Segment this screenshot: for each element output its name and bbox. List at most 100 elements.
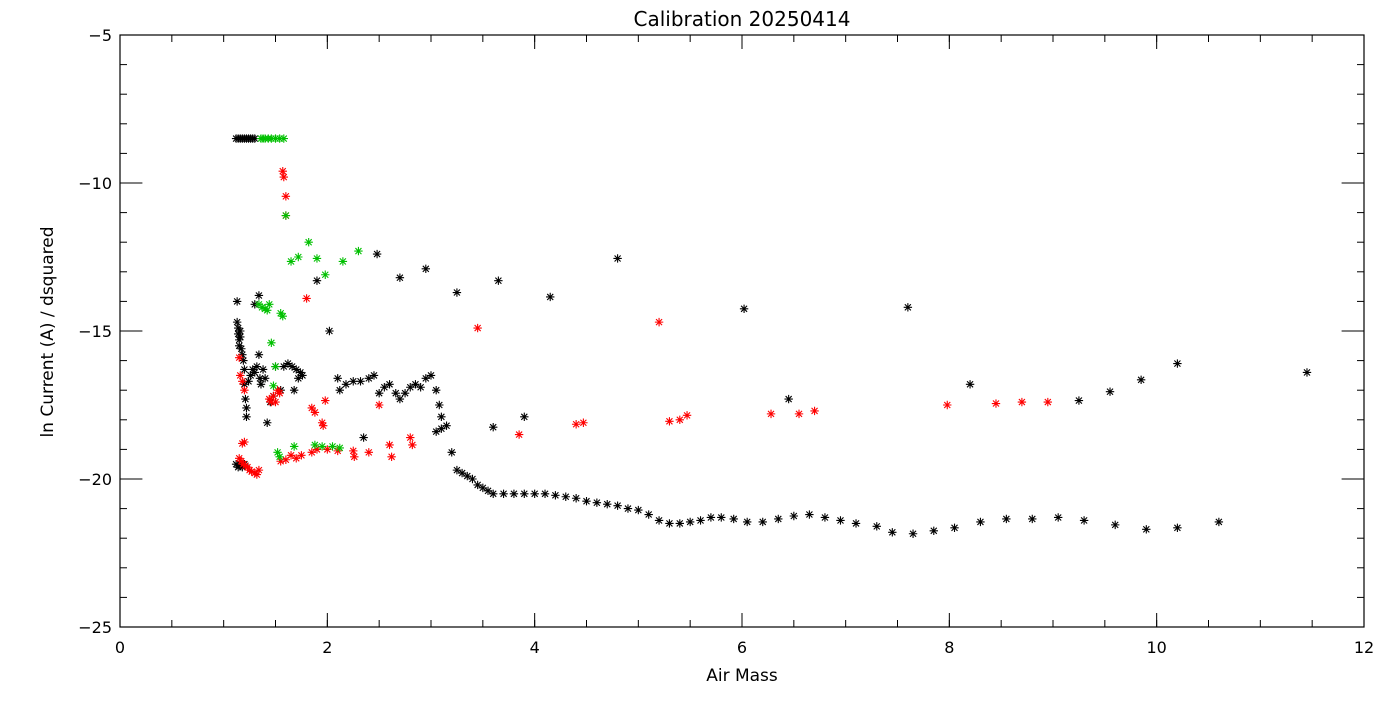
x-tick-label: 10 [1146,638,1166,657]
data-point-series-1 [359,433,368,442]
data-point-series-1 [312,276,322,285]
data-point-series-1 [431,427,441,436]
data-point-series-1 [255,374,265,383]
data-point-series-1 [233,329,243,339]
x-tick-label: 2 [322,638,332,657]
data-point-series-2 [302,294,311,303]
data-point-series-1 [888,528,897,537]
data-point-series-1 [279,362,288,371]
data-point-series-1 [254,350,264,359]
data-point-series-2 [276,457,285,466]
data-point-series-1 [623,504,633,513]
data-point-series-1 [356,377,365,386]
data-point-series-1 [406,383,415,392]
data-point-series-1 [509,489,519,498]
data-point-series-2 [571,420,581,429]
x-tick-label: 6 [737,638,747,657]
data-point-series-2 [323,445,332,454]
data-point-series-1 [520,412,529,422]
data-point-series-1 [473,480,482,490]
data-point-series-3 [335,443,344,453]
data-point-series-1 [294,374,303,383]
data-point-series-3 [276,309,285,318]
plot-axes [119,34,1365,628]
y-tick-label: −15 [78,322,112,341]
data-point-series-1 [421,374,431,383]
data-point-series-2 [1017,397,1027,407]
data-point-series-1 [369,371,379,380]
data-point-series-1 [435,400,444,410]
data-point-series-1 [706,513,716,522]
data-point-series-1 [644,510,653,519]
data-point-series-1 [530,489,539,498]
data-point-series-2 [350,452,359,461]
data-point-series-1 [1142,525,1151,534]
data-point-series-1 [546,292,555,302]
data-point-series-1 [929,526,938,535]
data-point-series-1 [349,377,358,386]
data-point-series-1 [400,388,410,398]
data-point-series-1 [246,371,255,380]
data-point-series-2 [682,411,692,420]
y-tick-label: −25 [78,618,112,637]
data-point-series-1 [263,418,272,427]
data-point-series-1 [235,335,244,345]
tick-labels: 0 2 4 6 8 10 12 −25 −20 −15 −10 −5 [78,26,1374,657]
data-point-series-1 [478,483,488,493]
data-point-series-1 [232,317,242,327]
data-point-series-3 [257,303,267,312]
data-point-series-1 [240,380,249,389]
data-point-series-2 [254,465,264,475]
data-point-series-1 [1111,520,1120,530]
data-point-series-2 [240,386,249,395]
data-point-series-1 [391,388,400,398]
chart-title: Calibration 20250414 [634,7,851,31]
data-point-series-1 [774,514,783,524]
data-point-series-1 [372,249,382,259]
data-point-series-3 [273,448,282,457]
data-point-series-1 [851,519,861,528]
y-tick-label: −10 [78,174,112,193]
data-point-series-2 [271,397,280,407]
data-point-series-1 [561,492,570,501]
data-point-series-3 [289,442,299,451]
data-point-series-3 [267,338,276,348]
data-point-series-1 [254,291,264,300]
data-point-series-3 [286,257,296,266]
data-point-series-1 [374,388,384,398]
data-point-series-2 [275,388,284,398]
data-point-series-2 [385,440,394,450]
data-point-series-2 [794,409,804,419]
data-point-series-3 [278,312,287,321]
data-point-series-1 [717,513,726,522]
data-point-series-3 [269,381,278,390]
data-point-series-2 [235,454,244,463]
plot-frame [119,34,1365,628]
data-point-series-2 [766,409,776,419]
data-point-series-2 [247,467,256,476]
data-point-series-3 [304,238,313,247]
data-point-series-1 [452,288,462,297]
data-point-series-1 [489,423,498,432]
data-point-series-2 [665,417,674,426]
data-point-series-1 [416,383,425,392]
data-point-series-3 [312,254,322,263]
data-point-series-2 [1043,397,1053,407]
data-point-series-1 [571,494,581,503]
data-point-series-2 [408,440,417,450]
data-point-series-1 [613,501,622,510]
data-point-series-1 [242,403,251,413]
data-point-series-1 [258,365,268,374]
data-point-series-3 [354,246,363,256]
data-point-series-1 [240,365,249,374]
data-point-series-1 [442,421,451,430]
data-point-series-2 [269,391,278,401]
data-point-series-1 [685,517,695,527]
data-point-series-1 [232,297,242,306]
data-point-series-1 [950,523,959,533]
data-point-series-1 [250,134,259,143]
data-point-series-1 [437,424,446,433]
data-point-series-2 [321,396,330,405]
data-point-series-1 [241,394,250,404]
data-point-series-3 [279,134,288,143]
